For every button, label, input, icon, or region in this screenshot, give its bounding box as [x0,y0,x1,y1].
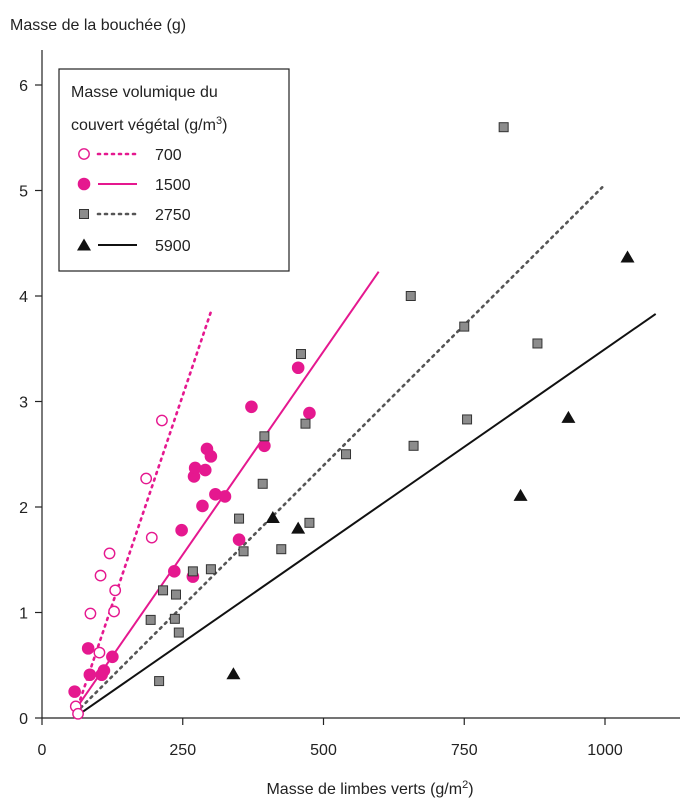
data-point [291,361,305,375]
data-point [238,546,249,557]
data-point [168,565,181,578]
legend-marker [79,209,89,219]
data-points [68,122,635,720]
fit-lines [74,186,657,715]
data-point [245,400,258,414]
data-point [84,607,97,620]
data-point [234,513,245,524]
data-point [170,589,181,600]
data-point [498,122,509,133]
legend: Masse volumique du couvert végétal (g/m3… [58,68,290,272]
fit-line [80,313,657,714]
x-tick-label: 0 [38,742,47,759]
data-point [218,490,232,503]
data-point [81,642,95,655]
x-tick-label: 1000 [587,742,623,759]
fit-line [76,271,380,709]
data-point [97,664,111,677]
data-point [108,605,120,618]
x-axis-title-sup: 2 [462,779,468,791]
legend-title-line1: Masse volumique du [71,84,218,101]
data-point [532,338,543,349]
legend-marker [78,148,90,160]
data-point [156,414,168,427]
data-point [93,646,106,659]
y-tick-label: 4 [19,289,28,306]
data-point [140,472,153,485]
legend-title-line2-sup: 3 [216,115,222,127]
data-point [462,414,473,425]
x-axis-title-tail: ) [468,781,473,798]
axes: 0 1 2 3 4 5 6 0 250 500 750 1000 [19,50,680,759]
fit-line [74,186,604,715]
data-point [561,410,576,423]
data-point [304,517,315,528]
x-axis-title-main: Masse de limbes verts (g/m [266,781,462,798]
data-point [173,627,184,638]
data-point [303,406,316,420]
y-tick-label: 2 [19,500,28,517]
data-point [204,450,218,463]
data-point [257,478,268,489]
data-point [259,431,270,442]
legend-label: 1500 [155,177,191,194]
data-point [408,440,419,451]
data-point [620,250,635,263]
data-point [513,488,528,501]
data-point [196,499,209,513]
data-point [198,463,212,477]
data-point [169,613,180,624]
fit-line [74,310,213,715]
legend-marker [77,177,91,191]
data-point [109,584,122,597]
data-point [94,569,107,582]
data-point [405,291,416,301]
data-point [300,418,311,429]
x-tick-label: 750 [451,742,478,759]
data-point [154,676,165,687]
data-point [106,650,119,664]
data-point [188,461,202,475]
y-tick-label: 3 [19,395,28,412]
legend-label: 5900 [155,238,191,255]
x-axis-title: Masse de limbes verts (g/m2) [266,779,473,798]
x-tick-label: 250 [169,742,196,759]
data-point [265,511,280,524]
data-point [226,667,241,680]
data-point [68,685,81,698]
data-point [258,439,271,453]
y-tick-label: 5 [19,184,28,201]
legend-title-line2-tail: ) [222,117,227,134]
y-tick-label: 6 [19,78,28,95]
data-point [158,585,169,596]
legend-entries: 700 1500 2750 5900 [77,147,191,255]
data-point [341,449,352,460]
y-tick-label: 1 [19,606,28,623]
data-point [459,321,470,332]
data-point [232,533,246,547]
data-point [205,564,216,575]
data-point [175,523,188,537]
y-axis-title: Masse de la bouchée (g) [10,17,186,34]
legend-marker [77,238,91,251]
legend-title-line2: couvert végétal (g/m3) [71,115,227,134]
data-point [291,521,306,534]
data-point [295,349,306,360]
data-point [145,531,158,544]
legend-box [58,68,290,272]
data-point [83,668,97,682]
y-tick-label: 0 [19,711,28,728]
data-point [72,707,84,720]
legend-label: 2750 [155,207,191,224]
data-point [187,566,198,577]
data-point [276,544,287,555]
data-point [103,547,116,560]
x-tick-label: 500 [310,742,337,759]
legend-label: 700 [155,147,182,164]
data-point [145,614,156,625]
legend-title-line2-main: couvert végétal (g/m [71,117,216,134]
